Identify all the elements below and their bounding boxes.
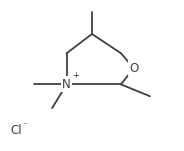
Text: Cl: Cl	[10, 124, 22, 137]
Text: +: +	[72, 71, 79, 80]
Text: ⁻: ⁻	[23, 121, 28, 130]
Text: O: O	[129, 62, 138, 75]
Text: N: N	[62, 78, 71, 91]
